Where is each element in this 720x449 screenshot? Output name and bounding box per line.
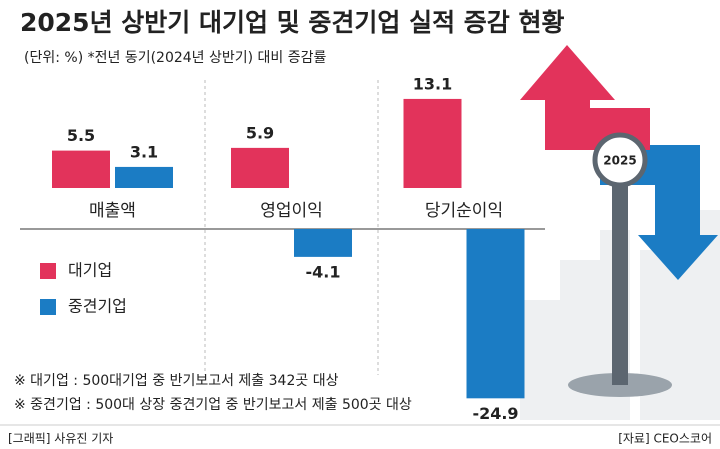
decor-arrow-up [520,45,650,150]
x-tick-label: 영업이익 [260,201,323,221]
bar [115,166,173,188]
bar [52,150,110,188]
bar [403,98,462,188]
value-label: 13.1 [413,74,452,93]
note: ※ 중견기업 : 500대 상장 중견기업 중 반기보고서 제출 500곳 대상 [14,397,412,413]
bar [466,229,525,399]
value-label: 3.1 [130,142,158,161]
footer-source: [자료] CEO스코어 [618,432,712,446]
value-label: 5.9 [246,123,274,142]
note: ※ 대기업 : 500대기업 중 반기보고서 제출 342곳 대상 [14,373,339,389]
legend-swatch [40,263,56,279]
value-label: -4.1 [306,262,341,281]
value-label: 5.5 [67,126,95,145]
bar [231,147,289,188]
sign-label: 2025 [603,154,636,168]
chart-subtitle: (단위: %) *전년 동기(2024년 상반기) 대비 증감률 [24,50,327,66]
bar [294,229,352,257]
x-tick-label: 매출액 [89,201,136,221]
decor-pole [612,165,628,385]
legend-label: 대기업 [68,261,112,280]
chart-title: 2025년 상반기 대기업 및 중견기업 실적 증감 현황 [20,8,565,37]
footer-credit: [그래픽] 사유진 기자 [8,432,113,446]
legend-label: 중견기업 [68,297,127,316]
decor-sign [592,132,648,188]
legend-swatch [40,299,56,315]
x-tick-label: 당기순이익 [425,201,503,221]
value-label: -24.9 [472,404,518,423]
